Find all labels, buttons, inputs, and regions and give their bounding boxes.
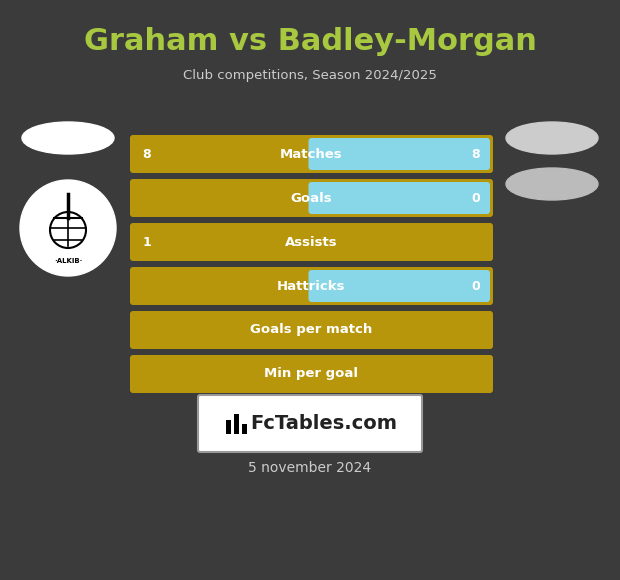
Bar bbox=[234, 414, 239, 433]
Text: Graham vs Badley-Morgan: Graham vs Badley-Morgan bbox=[84, 27, 536, 56]
FancyBboxPatch shape bbox=[130, 223, 493, 261]
FancyBboxPatch shape bbox=[130, 179, 493, 217]
Text: 0: 0 bbox=[472, 280, 480, 292]
FancyBboxPatch shape bbox=[309, 182, 490, 214]
Text: Min per goal: Min per goal bbox=[265, 368, 358, 380]
FancyBboxPatch shape bbox=[198, 395, 422, 452]
FancyBboxPatch shape bbox=[130, 135, 493, 173]
Text: Goals per match: Goals per match bbox=[250, 324, 373, 336]
Ellipse shape bbox=[506, 168, 598, 200]
Text: Club competitions, Season 2024/2025: Club competitions, Season 2024/2025 bbox=[183, 70, 437, 82]
Text: Assists: Assists bbox=[285, 235, 338, 248]
FancyBboxPatch shape bbox=[130, 355, 493, 393]
Circle shape bbox=[20, 180, 116, 276]
FancyBboxPatch shape bbox=[130, 267, 493, 305]
Text: Hattricks: Hattricks bbox=[277, 280, 346, 292]
FancyBboxPatch shape bbox=[309, 270, 490, 302]
Text: 8: 8 bbox=[143, 147, 151, 161]
Ellipse shape bbox=[506, 122, 598, 154]
Text: FcTables.com: FcTables.com bbox=[250, 414, 397, 433]
FancyBboxPatch shape bbox=[309, 138, 490, 170]
Bar bbox=[226, 419, 231, 433]
FancyBboxPatch shape bbox=[130, 311, 493, 349]
Text: 8: 8 bbox=[472, 147, 480, 161]
Text: 1: 1 bbox=[143, 235, 151, 248]
Ellipse shape bbox=[22, 122, 114, 154]
Text: ·ALKIB·: ·ALKIB· bbox=[54, 258, 82, 264]
Text: Matches: Matches bbox=[280, 147, 343, 161]
Bar bbox=[242, 423, 247, 433]
Text: Goals: Goals bbox=[291, 191, 332, 205]
Text: 5 november 2024: 5 november 2024 bbox=[249, 461, 371, 475]
Text: 0: 0 bbox=[472, 191, 480, 205]
